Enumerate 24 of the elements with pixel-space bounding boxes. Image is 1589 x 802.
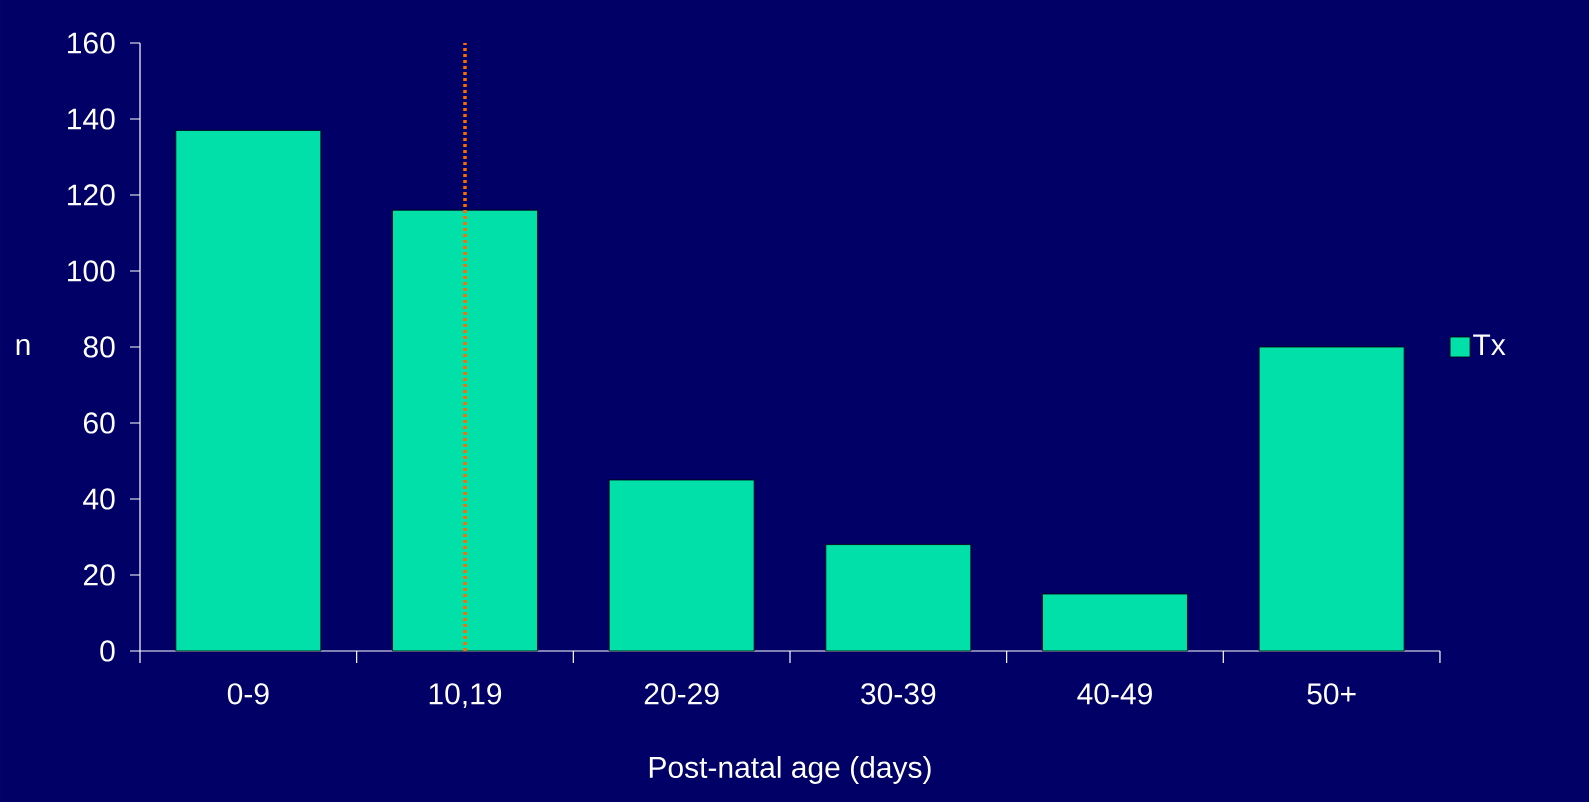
- y-tick-label: 0: [100, 640, 115, 662]
- x-axis-title: Post-natal age (days): [649, 756, 931, 784]
- bar: [175, 129, 322, 652]
- y-tick-label: 40: [83, 488, 115, 510]
- y-axis-title: n: [16, 338, 30, 356]
- y-tick-label: 140: [68, 108, 115, 130]
- legend-label: Tx: [1473, 334, 1506, 356]
- y-tick-label: 60: [83, 412, 115, 434]
- x-tick-label: 0-9: [227, 683, 269, 705]
- y-tick-label: 100: [68, 260, 115, 282]
- bar: [1258, 346, 1405, 652]
- y-tick-label: 80: [83, 336, 115, 358]
- y-tick-label: 160: [68, 32, 115, 54]
- bar: [825, 544, 972, 652]
- bar: [608, 479, 755, 652]
- x-tick-label: 30-39: [861, 683, 936, 705]
- x-tick-label: 10,19: [429, 683, 502, 708]
- bar: [1042, 593, 1188, 652]
- y-tick-label: 20: [83, 564, 115, 586]
- x-tick-label: 20-29: [644, 683, 719, 705]
- x-tick-label: 40-49: [1077, 683, 1152, 705]
- y-tick-label: 120: [68, 184, 115, 206]
- bar: [392, 209, 538, 652]
- x-tick-label: 50+: [1307, 683, 1356, 705]
